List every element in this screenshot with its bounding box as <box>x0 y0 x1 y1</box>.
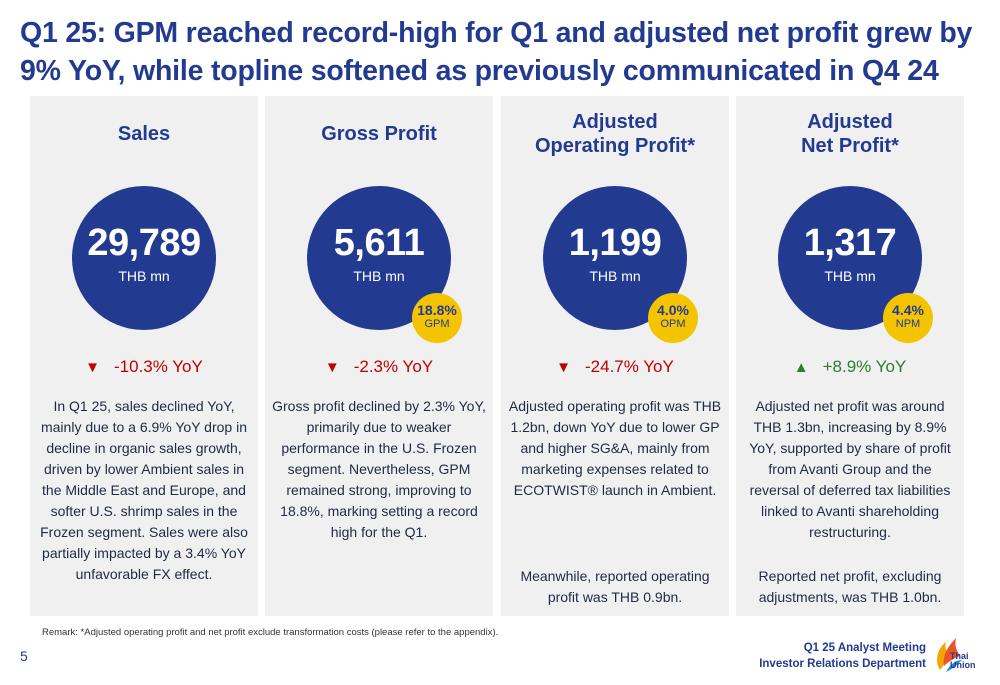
metric-unit: THB mn <box>118 268 170 284</box>
margin-badge-value: 4.0% <box>657 302 689 318</box>
up-arrow-icon: ▲ <box>793 359 809 376</box>
margin-badge-value: 18.8% <box>417 302 457 318</box>
yoy-change-text: -24.7% YoY <box>585 357 674 376</box>
panel-title-line: Operating Profit* <box>534 135 695 157</box>
yoy-change: ▲ +8.9% YoY <box>736 356 964 378</box>
margin-badge-label: NPM <box>895 318 921 330</box>
margin-badge-label: GPM <box>424 318 450 330</box>
margin-badge: 18.8% GPM <box>412 293 462 343</box>
metric-unit: THB mn <box>824 268 876 284</box>
panel-gross-profit: Gross Profit 5,611 THB mn 18.8% GPM ▼ -2.… <box>265 96 493 616</box>
panel-title-line: Gross Profit <box>321 123 437 145</box>
panel-adjusted-net-profit: Adjusted Net Profit* 1,317 THB mn 4.4% N… <box>736 96 964 616</box>
remark-footnote: Remark: *Adjusted operating profit and n… <box>42 627 499 638</box>
metric-value: 5,611 <box>333 222 425 264</box>
metric-circle: 1,199 THB mn <box>543 186 687 330</box>
page-title-line-1: Q1 25: GPM reached record-high for Q1 an… <box>20 17 973 49</box>
yoy-change-text: -10.3% YoY <box>114 357 203 376</box>
footer-line-1: Q1 25 Analyst Meeting <box>803 642 926 654</box>
down-arrow-icon: ▼ <box>556 359 571 376</box>
margin-badge: 4.4% NPM <box>883 293 933 343</box>
panel-title: Adjusted Net Profit* <box>736 110 964 158</box>
panel-title-line: Adjusted <box>807 111 893 133</box>
footer-caption: Q1 25 Analyst Meeting Investor Relations… <box>759 640 926 672</box>
panel-title-line: Adjusted <box>572 111 658 133</box>
down-arrow-icon: ▼ <box>85 359 100 376</box>
metric-unit: THB mn <box>589 268 641 284</box>
margin-badge-value: 4.4% <box>892 302 924 318</box>
metric-circle: 29,789 THB mn <box>72 186 216 330</box>
panel-description: Adjusted operating profit was THB 1.2bn,… <box>508 398 722 498</box>
page-title: Q1 25: GPM reached record-high for Q1 an… <box>20 14 980 90</box>
panel-title-line: Net Profit* <box>801 135 899 157</box>
panel-adjusted-operating-profit: Adjusted Operating Profit* 1,199 THB mn … <box>501 96 729 616</box>
margin-badge: 4.0% OPM <box>648 293 698 343</box>
logo-text-line-1: Thai <box>950 651 969 661</box>
panel-title: Gross Profit <box>265 122 493 146</box>
panel-description: Adjusted net profit was around THB 1.3bn… <box>749 398 951 540</box>
panel-title: Adjusted Operating Profit* <box>501 110 729 158</box>
page-title-line-2: 9% YoY, while topline softened as previo… <box>20 55 939 87</box>
yoy-change-text: -2.3% YoY <box>353 357 434 376</box>
yoy-change: ▼ -24.7% YoY <box>501 356 729 378</box>
yoy-change: ▼ -2.3% YoY <box>265 356 493 378</box>
thai-union-logo-text: Thai Union <box>950 652 976 670</box>
yoy-change: ▼ -10.3% YoY <box>30 356 258 378</box>
yoy-change-text: +8.9% YoY <box>822 357 907 376</box>
panel-description: Gross profit declined by 2.3% YoY, prima… <box>272 398 486 540</box>
panel-description: In Q1 25, sales declined YoY, mainly due… <box>40 398 248 582</box>
metric-circle: 5,611 THB mn <box>307 186 451 330</box>
metric-value: 1,199 <box>568 222 662 264</box>
panel-sales: Sales 29,789 THB mn ▼ -10.3% YoY In Q1 25… <box>30 96 258 616</box>
thai-union-logo-icon <box>937 638 962 672</box>
metric-value: 29,789 <box>87 222 201 264</box>
footer-line-2: Investor Relations Department <box>759 658 926 670</box>
logo-text-line-2: Union <box>950 660 976 670</box>
page-number: 5 <box>20 648 28 664</box>
metric-unit: THB mn <box>353 268 405 284</box>
down-arrow-icon: ▼ <box>324 359 340 376</box>
panel-title: Sales <box>30 122 258 146</box>
panel-title-line: Sales <box>117 123 171 145</box>
panel-description-secondary: Meanwhile, reported operating profit was… <box>520 568 710 605</box>
margin-badge-label: OPM <box>660 318 686 330</box>
panel-description-secondary: Reported net profit, excluding adjustmen… <box>758 568 942 605</box>
metric-value: 1,317 <box>803 222 897 264</box>
